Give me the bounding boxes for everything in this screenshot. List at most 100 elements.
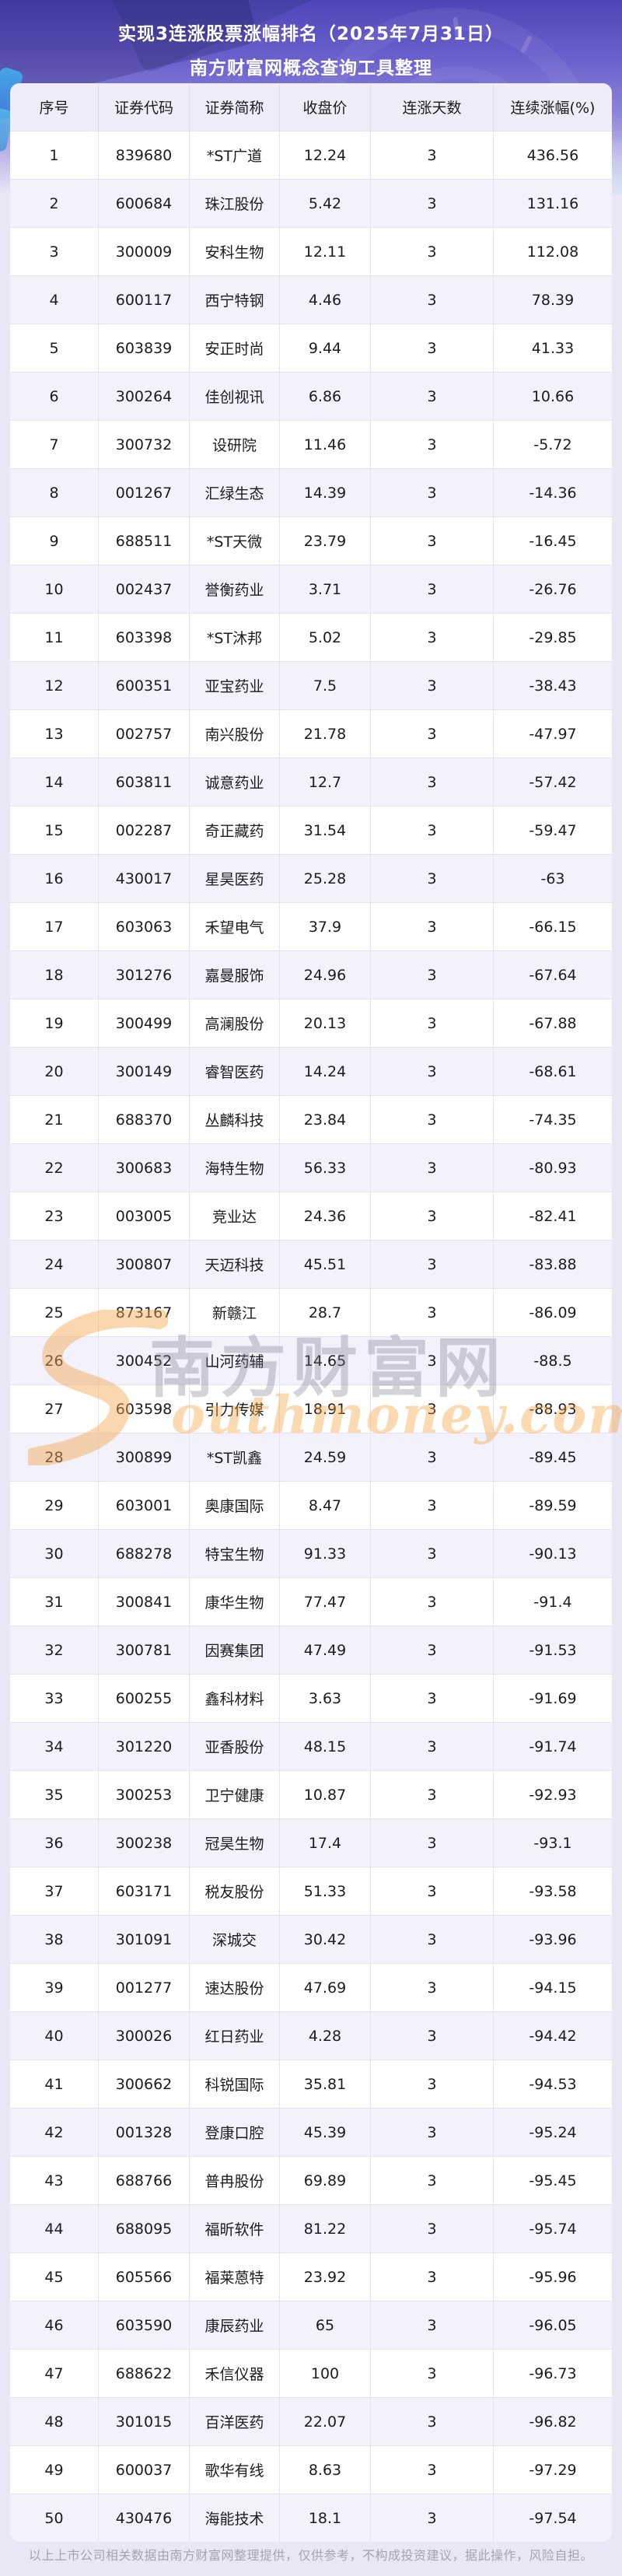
cell-name: 亚香股份 [190,1722,280,1770]
cell-gain: -91.53 [494,1626,612,1674]
cell-close-price: 3.71 [280,565,371,613]
table-row: 13 002757 南兴股份 21.78 3 -47.97 [10,709,612,758]
cell-gain: -96.73 [494,2349,612,2397]
cell-name: 安正时尚 [190,324,280,372]
cell-index: 15 [10,806,99,854]
cell-name: 歌华有线 [190,2445,280,2494]
table-row: 27 603598 引力传媒 18.91 3 -88.93 [10,1384,612,1433]
cell-days: 3 [371,372,494,420]
cell-index: 26 [10,1336,99,1384]
cell-name: 福莱蒽特 [190,2252,280,2301]
cell-gain: -95.24 [494,2108,612,2156]
cell-days: 3 [371,1095,494,1143]
table-row: 22 300683 海特生物 56.33 3 -80.93 [10,1143,612,1192]
cell-close-price: 24.96 [280,950,371,999]
cell-index: 23 [10,1192,99,1240]
cell-gain: 78.39 [494,275,612,324]
cell-name: 亚宝药业 [190,661,280,709]
cell-close-price: 3.63 [280,1674,371,1722]
cell-gain: -91.4 [494,1577,612,1626]
cell-code: 688370 [99,1095,190,1143]
cell-gain: -94.42 [494,2011,612,2060]
cell-index: 35 [10,1770,99,1818]
cell-name: 康华生物 [190,1577,280,1626]
cell-gain: -82.41 [494,1192,612,1240]
cell-close-price: 69.89 [280,2156,371,2204]
cell-code: 688622 [99,2349,190,2397]
table-row: 31 300841 康华生物 77.47 3 -91.4 [10,1577,612,1626]
cell-name: *ST沐邦 [190,613,280,661]
cell-gain: -14.36 [494,468,612,516]
cell-close-price: 14.65 [280,1336,371,1384]
cell-name: *ST凯鑫 [190,1433,280,1481]
table-row: 5 603839 安正时尚 9.44 3 41.33 [10,324,612,372]
cell-code: 300841 [99,1577,190,1626]
table-row: 10 002437 誉衡药业 3.71 3 -26.76 [10,565,612,613]
cell-days: 3 [371,1192,494,1240]
cell-index: 32 [10,1626,99,1674]
cell-name: 百洋医药 [190,2397,280,2445]
cell-close-price: 35.81 [280,2060,371,2108]
cell-days: 3 [371,1240,494,1288]
cell-name: 引力传媒 [190,1384,280,1433]
cell-close-price: 20.13 [280,999,371,1047]
cell-gain: -90.13 [494,1529,612,1577]
cell-code: 688095 [99,2204,190,2252]
cell-index: 24 [10,1240,99,1288]
cell-close-price: 56.33 [280,1143,371,1192]
cell-index: 45 [10,2252,99,2301]
cell-index: 2 [10,179,99,227]
cell-code: 001277 [99,1963,190,2011]
cell-gain: -38.43 [494,661,612,709]
table-row: 6 300264 佳创视讯 6.86 3 10.66 [10,372,612,420]
cell-days: 3 [371,2108,494,2156]
cell-days: 3 [371,565,494,613]
cell-gain: -59.47 [494,806,612,854]
cell-code: 300807 [99,1240,190,1288]
cell-days: 3 [371,1481,494,1529]
cell-days: 3 [371,709,494,758]
cell-close-price: 12.11 [280,227,371,275]
cell-index: 33 [10,1674,99,1722]
cell-gain: -74.35 [494,1095,612,1143]
table-row: 20 300149 睿智医药 14.24 3 -68.61 [10,1047,612,1095]
cell-index: 17 [10,902,99,950]
cell-code: 603811 [99,758,190,806]
cell-name: 福昕软件 [190,2204,280,2252]
cell-index: 6 [10,372,99,420]
cell-index: 38 [10,1915,99,1963]
cell-index: 50 [10,2494,99,2542]
cell-days: 3 [371,661,494,709]
cell-name: 冠昊生物 [190,1818,280,1867]
cell-close-price: 77.47 [280,1577,371,1626]
col-header-days: 连涨天数 [371,83,494,131]
cell-close-price: 14.39 [280,468,371,516]
cell-gain: -89.45 [494,1433,612,1481]
cell-code: 301220 [99,1722,190,1770]
cell-close-price: 12.7 [280,758,371,806]
cell-name: 设研院 [190,420,280,468]
cell-index: 31 [10,1577,99,1626]
cell-gain: -63 [494,854,612,902]
cell-close-price: 9.44 [280,324,371,372]
cell-close-price: 21.78 [280,709,371,758]
table-row: 49 600037 歌华有线 8.63 3 -97.29 [10,2445,612,2494]
cell-close-price: 10.87 [280,1770,371,1818]
cell-index: 28 [10,1433,99,1481]
cell-name: *ST广道 [190,131,280,179]
cell-close-price: 45.39 [280,2108,371,2156]
cell-close-price: 17.4 [280,1818,371,1867]
table-row: 16 430017 星昊医药 25.28 3 -63 [10,854,612,902]
cell-index: 36 [10,1818,99,1867]
cell-days: 3 [371,468,494,516]
cell-gain: -5.72 [494,420,612,468]
col-header-close: 收盘价 [280,83,371,131]
cell-name: 丛麟科技 [190,1095,280,1143]
table-row: 9 688511 *ST天微 23.79 3 -16.45 [10,516,612,565]
cell-index: 9 [10,516,99,565]
cell-gain: -47.97 [494,709,612,758]
cell-code: 430476 [99,2494,190,2542]
table-row: 36 300238 冠昊生物 17.4 3 -93.1 [10,1818,612,1867]
cell-name: 天迈科技 [190,1240,280,1288]
cell-close-price: 91.33 [280,1529,371,1577]
